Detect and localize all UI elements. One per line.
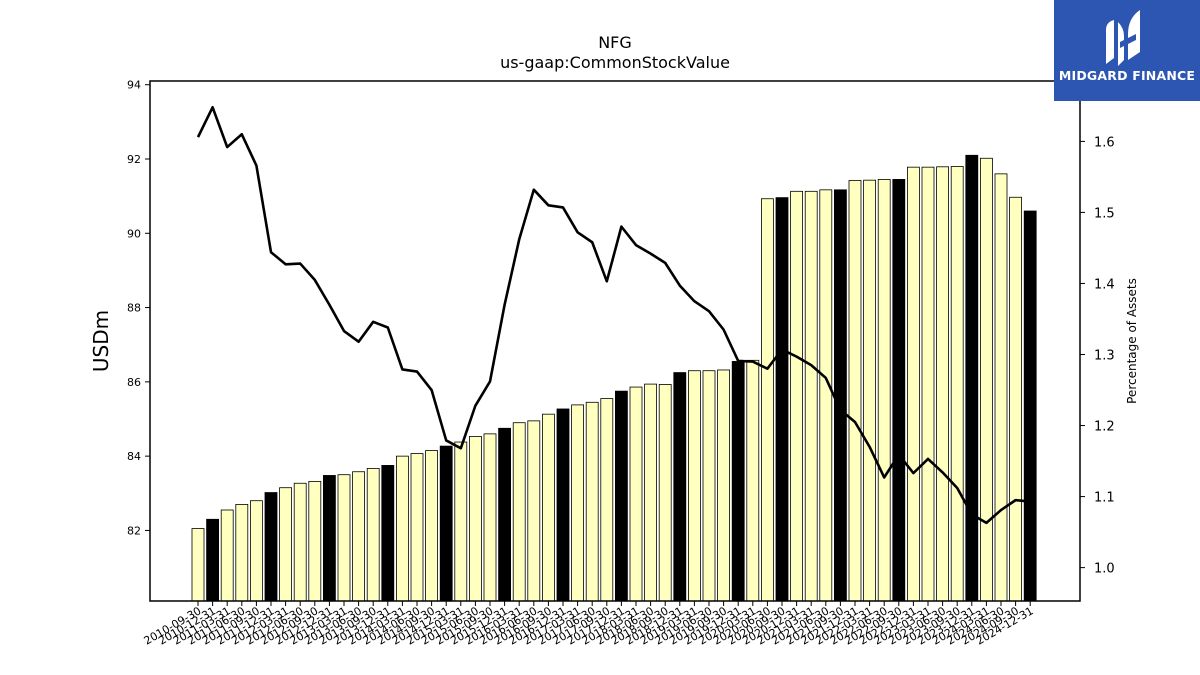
y-tick-label: 82 (127, 524, 141, 537)
bar (279, 487, 293, 602)
y-tick-label: 94 (127, 79, 141, 92)
bar (585, 401, 599, 602)
bar (863, 179, 876, 602)
bar (512, 422, 526, 602)
y2-tick-label: 1.3 (1094, 348, 1115, 363)
bar (629, 386, 643, 602)
bar (206, 518, 220, 602)
bar (761, 198, 774, 602)
bar (819, 189, 833, 602)
bar (834, 189, 847, 602)
bar (293, 482, 307, 602)
bar (950, 166, 964, 602)
logo-text: MIDGARD FINANCE (1058, 68, 1196, 83)
bar (1023, 210, 1037, 602)
bar (688, 370, 701, 602)
bar (994, 173, 1008, 602)
midgard-logo-icon (1106, 10, 1140, 66)
bar (542, 413, 555, 602)
y2-tick-label: 1.1 (1094, 491, 1115, 506)
bar (191, 528, 205, 602)
bar (921, 166, 935, 602)
bar (673, 372, 687, 602)
y2-tick-label: 1.5 (1094, 206, 1115, 221)
y-tick-label: 86 (127, 376, 141, 389)
bar (1009, 196, 1022, 602)
bar (848, 180, 862, 602)
y-tick-label: 90 (127, 227, 141, 240)
bar (366, 467, 380, 602)
bar (600, 398, 614, 602)
bar (352, 471, 366, 602)
y-tick-label: 88 (127, 302, 141, 315)
y2-tick-label: 1.4 (1094, 277, 1115, 292)
bar (775, 197, 789, 602)
bar (483, 433, 497, 602)
bar (936, 166, 949, 602)
y2-axis-label: Percentage of Assets (1125, 278, 1139, 404)
y2-tick-label: 1.0 (1094, 562, 1115, 577)
y2-tick-label: 1.6 (1094, 135, 1115, 150)
chart-subtitle: us-gaap:CommonStockValue (500, 53, 730, 72)
bar (702, 370, 716, 602)
chart-title: NFG (598, 33, 632, 52)
bar (804, 190, 818, 602)
bar (746, 359, 760, 602)
bar (658, 384, 672, 602)
bar (439, 445, 453, 602)
bar (395, 455, 409, 602)
bar (644, 383, 657, 602)
bar (249, 500, 263, 602)
bar (790, 190, 803, 602)
bar (235, 504, 249, 602)
bar (425, 450, 439, 602)
bar (454, 441, 468, 602)
plot-frame (149, 80, 1081, 602)
bar (381, 465, 395, 602)
y-tick-label: 92 (127, 153, 141, 166)
bar (220, 509, 234, 602)
y2-tick-label: 1.2 (1094, 420, 1115, 435)
bar (731, 361, 745, 602)
bar (980, 157, 993, 602)
bar (571, 404, 584, 602)
bar (410, 453, 424, 602)
bar (308, 480, 322, 602)
bar (498, 427, 512, 602)
bar (907, 166, 920, 602)
bar (468, 436, 482, 602)
bar (337, 474, 351, 602)
percentage-of-assets-line (196, 105, 1031, 525)
y-axis-label: USDm (89, 310, 113, 372)
bar (877, 179, 891, 602)
y-tick-label: 84 (127, 450, 141, 463)
bar (965, 154, 979, 602)
logo-badge: MIDGARD FINANCE (1054, 0, 1200, 101)
bar (892, 179, 906, 602)
bar (264, 492, 278, 602)
bar (717, 369, 730, 602)
bar (615, 390, 628, 602)
bar (527, 420, 541, 602)
bar (322, 475, 336, 602)
bar (556, 408, 570, 602)
